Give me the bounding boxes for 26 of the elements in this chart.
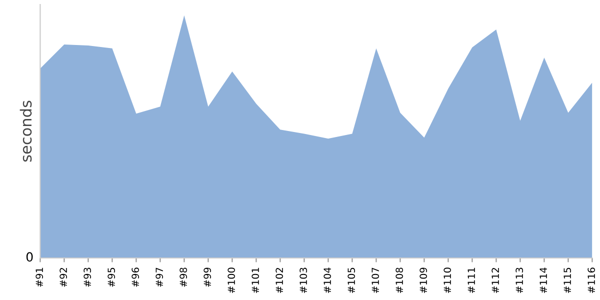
- x-tick-label: #112: [492, 268, 499, 293]
- x-tick-label: #101: [252, 268, 260, 293]
- x-tick-label: #103: [300, 268, 308, 293]
- x-tick-label: #104: [324, 268, 332, 293]
- text: 0: [26, 252, 33, 262]
- x-tick-label: #107: [372, 268, 380, 293]
- x-tick-label: #111: [468, 268, 475, 293]
- x-tick-label: #91: [36, 268, 44, 287]
- x-tick-label: #105: [348, 268, 356, 293]
- x-tick-label: #115: [564, 268, 572, 293]
- x-tick-label: #114: [540, 268, 547, 293]
- x-tick-label: #92: [60, 268, 68, 287]
- x-tick-label: #100: [228, 268, 236, 293]
- x-tick-label: #98: [180, 268, 188, 287]
- y-axis-title: seconds: [20, 100, 32, 162]
- x-tick-label: #109: [420, 268, 428, 293]
- x-tick-label: #116: [588, 268, 596, 293]
- x-tick-label: #113: [516, 268, 524, 293]
- x-tick-label: #99: [204, 268, 212, 287]
- x-tick-label: #102: [276, 268, 284, 293]
- x-tick-label: #93: [84, 268, 92, 287]
- x-tick-label: #110: [444, 268, 452, 293]
- x-tick-label: #95: [108, 268, 116, 287]
- x-tick-label: #97: [156, 268, 164, 287]
- x-tick-label: #108: [396, 268, 404, 293]
- x-tick-label: #96: [132, 268, 140, 287]
